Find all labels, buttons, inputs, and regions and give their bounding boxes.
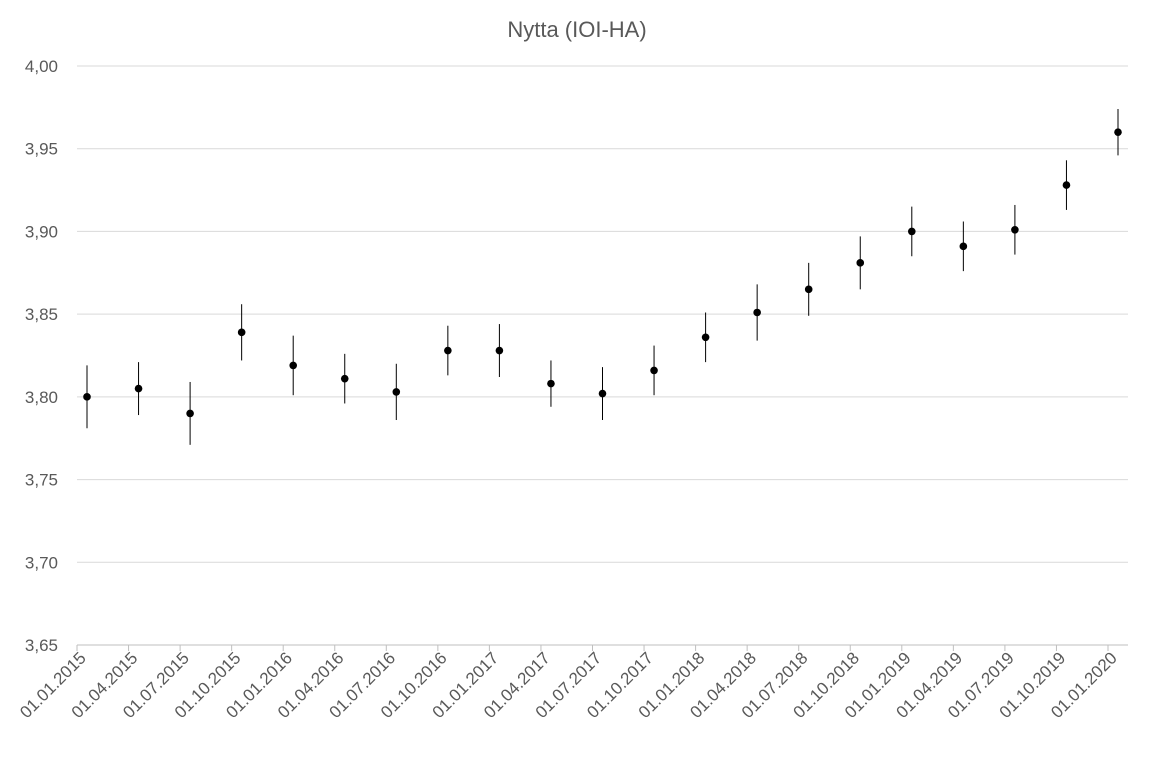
point [598, 389, 607, 398]
y-tick-label: 3,95 [25, 140, 58, 159]
point [444, 346, 452, 355]
point [186, 409, 194, 418]
point [650, 366, 658, 375]
point [1114, 128, 1122, 136]
point [237, 328, 246, 337]
point [959, 242, 968, 251]
point [1011, 225, 1019, 234]
point [495, 346, 504, 355]
point [804, 285, 813, 294]
point [908, 227, 916, 236]
y-tick-label: 3,65 [25, 636, 58, 655]
y-tick-label: 3,80 [25, 388, 58, 407]
y-tick-label: 4,00 [25, 57, 58, 76]
point [392, 388, 401, 396]
point [340, 374, 349, 383]
y-tick-label: 3,85 [25, 305, 58, 324]
point [83, 393, 91, 401]
point [701, 333, 710, 342]
y-tick-label: 3,90 [25, 222, 58, 241]
point [289, 361, 298, 370]
chart-title: Nytta (IOI-HA) [507, 17, 646, 42]
point [547, 379, 555, 388]
y-tick-label: 3,75 [25, 471, 58, 490]
point [134, 384, 143, 393]
point [753, 308, 761, 317]
y-tick-label: 3,70 [25, 553, 58, 572]
point [1062, 181, 1071, 189]
point [856, 259, 865, 267]
